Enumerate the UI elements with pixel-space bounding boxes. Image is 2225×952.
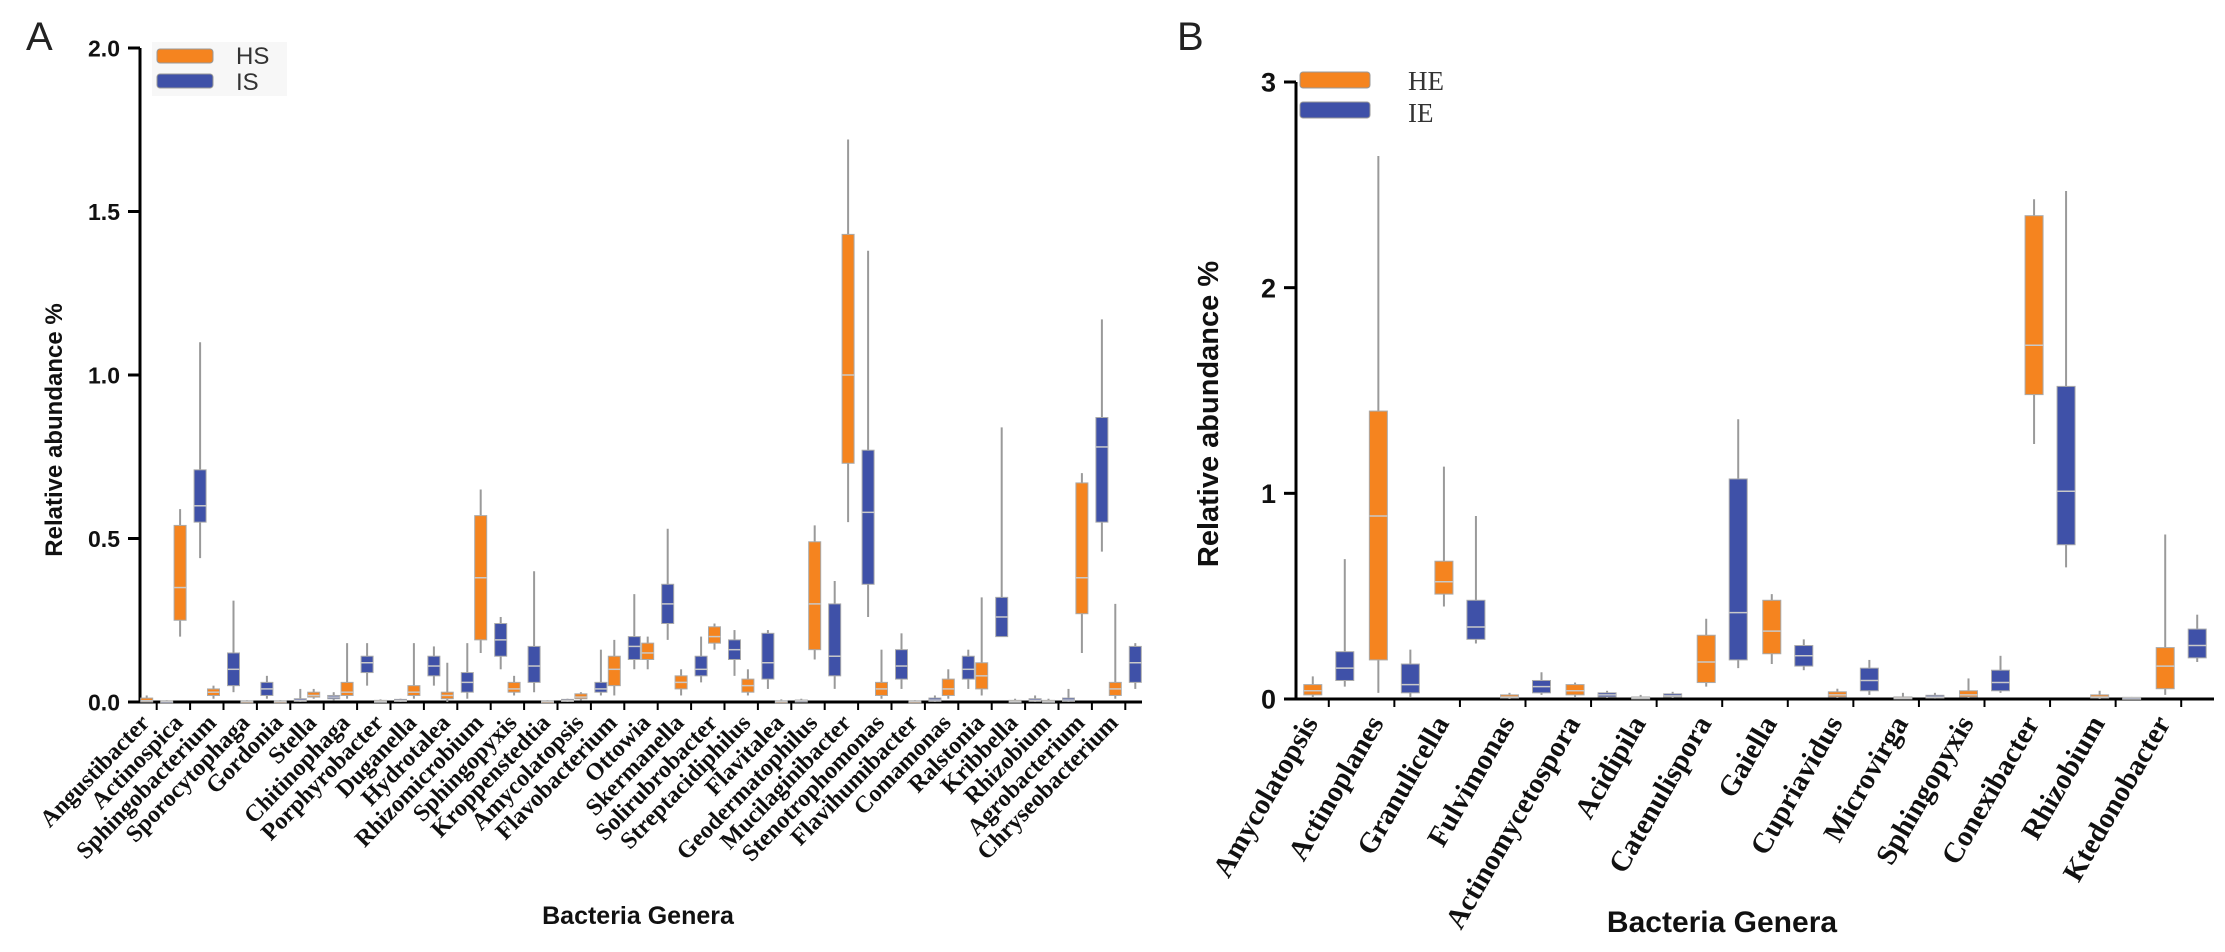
box-is xyxy=(1095,417,1109,523)
panel-a-boxes xyxy=(140,139,1142,704)
box-is xyxy=(828,603,842,677)
panel-b-boxes xyxy=(1303,156,2207,700)
box-hs xyxy=(574,693,588,700)
y-tick-label: 3 xyxy=(1261,68,1276,98)
box-is xyxy=(627,636,641,660)
box-hs xyxy=(340,681,354,696)
y-tick-label: 1 xyxy=(1261,479,1276,509)
box-hs xyxy=(607,655,621,687)
box-he xyxy=(1696,634,1716,684)
panel-b-x-axis-title: Bacteria Genera xyxy=(1607,906,1837,939)
box-hs xyxy=(808,541,822,651)
box-ie xyxy=(2187,628,2207,659)
panel-b-legend: HE IE xyxy=(1299,66,1444,128)
panel-b-legend-ie-label: IE xyxy=(1408,98,1433,128)
box-ie xyxy=(2056,385,2076,546)
box-he xyxy=(2024,215,2044,396)
box-he xyxy=(1762,599,1782,655)
panel-b: B Relative abundance % Bacteria Genera 0… xyxy=(1177,15,2214,939)
box-is xyxy=(527,645,541,683)
panel-a-category-labels: AngustibacterActinospicaSphingobacterium… xyxy=(35,710,1123,867)
box-is xyxy=(961,655,975,680)
y-tick-label: 0.5 xyxy=(88,526,120,552)
panel-b-category-labels: AmycolatopsisActinoplanesGranulicellaFul… xyxy=(1207,710,2177,934)
box-hs xyxy=(1075,482,1089,615)
category-label: Gaiella xyxy=(1712,710,1784,803)
box-he xyxy=(1434,560,1454,595)
y-tick-label: 1.0 xyxy=(88,362,120,388)
box-is xyxy=(895,649,908,680)
box-is xyxy=(360,655,374,674)
box-hs xyxy=(708,626,721,644)
box-ie xyxy=(1991,669,2010,692)
panel-a-label: A xyxy=(26,15,53,59)
box-he xyxy=(1368,410,1388,661)
box-is xyxy=(761,632,775,680)
panel-a: A Relative abundance % Bacteria Genera 0… xyxy=(26,15,1142,930)
panel-a-axes: 0.0 0.5 1.0 1.5 2.0 xyxy=(88,35,1142,715)
box-he xyxy=(2155,647,2175,690)
panel-a-legend-is-label: IS xyxy=(236,69,259,96)
box-ie xyxy=(1728,478,1748,661)
y-tick-label: 0.0 xyxy=(88,689,120,715)
panel-b-legend-ie-swatch xyxy=(1299,101,1371,119)
box-he xyxy=(1959,690,1978,698)
panel-a-legend-is-swatch xyxy=(156,73,214,89)
box-hs xyxy=(641,642,655,660)
panel-a-y-axis-title: Relative abundance % xyxy=(41,303,68,556)
box-is xyxy=(193,469,207,523)
box-hs xyxy=(407,685,421,696)
panel-a-legend-hs-swatch xyxy=(156,48,214,64)
panel-b-legend-he-label: HE xyxy=(1408,66,1444,96)
y-tick-label: 2.0 xyxy=(88,35,120,61)
box-ie xyxy=(1400,663,1420,694)
y-tick-label: 0 xyxy=(1261,685,1276,715)
box-hs xyxy=(841,233,855,464)
box-ie xyxy=(1859,667,1879,692)
box-is xyxy=(694,655,708,677)
box-hs xyxy=(173,524,187,621)
box-is xyxy=(861,449,875,585)
box-he xyxy=(1303,684,1323,696)
box-is xyxy=(594,681,608,693)
panel-a-legend-hs-label: HS xyxy=(236,43,269,70)
panel-b-label: B xyxy=(1177,15,1204,59)
panel-b-legend-he-swatch xyxy=(1299,71,1371,89)
box-ie xyxy=(1466,599,1486,640)
panel-a-legend: HS IS xyxy=(152,42,287,96)
box-hs xyxy=(941,678,955,696)
box-ie xyxy=(1335,651,1355,681)
box-hs xyxy=(307,691,321,698)
panel-a-x-axis-title: Bacteria Genera xyxy=(542,902,735,930)
y-tick-label: 1.5 xyxy=(88,199,120,225)
box-hs xyxy=(507,681,521,693)
panel-b-y-axis-title: Relative abundance % xyxy=(1193,261,1225,567)
y-tick-label: 2 xyxy=(1261,273,1276,303)
panel-b-axes: 0 1 2 3 xyxy=(1261,68,2214,715)
box-he xyxy=(1565,684,1585,696)
box-is xyxy=(1128,645,1142,683)
